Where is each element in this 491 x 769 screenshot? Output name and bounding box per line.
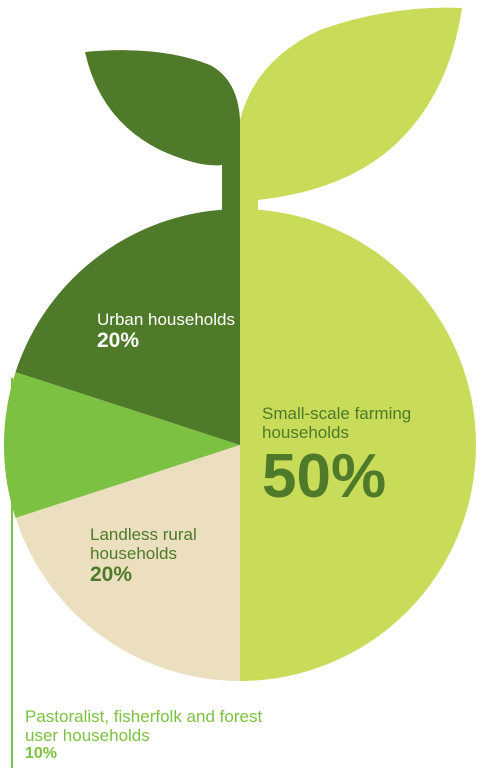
category-name: Small-scale farming households xyxy=(262,404,412,442)
value-label: 20% xyxy=(97,329,140,352)
pie-slice xyxy=(15,209,241,445)
category-name: Urban households xyxy=(97,310,235,329)
slice-label: Small-scale farming households 50% xyxy=(262,404,462,512)
left-leaf xyxy=(85,50,240,216)
pie-slice xyxy=(4,372,241,518)
category-name: Pastoralist, fisherfolk and forest user … xyxy=(25,707,263,745)
pie-slice xyxy=(240,209,476,681)
slice-label: Pastoralist, fisherfolk and forest user … xyxy=(25,707,275,763)
slice-label: Landless rural households 20% xyxy=(90,525,230,586)
value-label: 50% xyxy=(262,442,387,511)
value-label: 10% xyxy=(25,745,58,762)
right-leaf xyxy=(240,7,462,215)
pie-slice xyxy=(15,445,241,681)
slice-label: Urban households 20% xyxy=(97,310,237,352)
category-name: Landless rural households xyxy=(90,525,197,563)
value-label: 20% xyxy=(90,563,133,586)
